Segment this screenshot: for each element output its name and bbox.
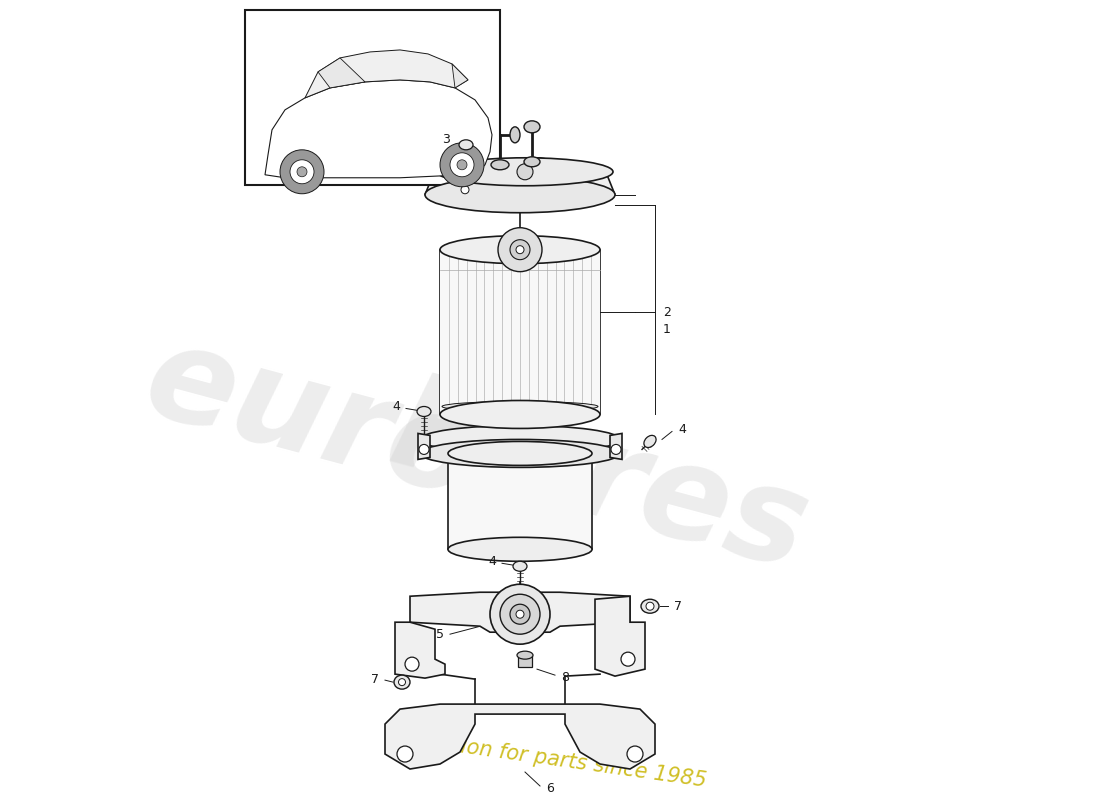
Ellipse shape (425, 177, 615, 213)
Ellipse shape (394, 675, 410, 689)
Circle shape (397, 746, 412, 762)
Polygon shape (318, 58, 365, 88)
Circle shape (456, 160, 468, 170)
Bar (440, 250, 600, 414)
Text: 1: 1 (663, 323, 671, 336)
Ellipse shape (448, 442, 592, 466)
Polygon shape (410, 592, 630, 632)
Ellipse shape (420, 426, 620, 454)
Polygon shape (595, 596, 645, 676)
Bar (448, 454, 592, 550)
Circle shape (450, 153, 474, 177)
Ellipse shape (440, 236, 600, 264)
Polygon shape (395, 622, 446, 678)
Ellipse shape (459, 140, 473, 150)
Ellipse shape (442, 402, 598, 411)
Circle shape (516, 246, 524, 254)
Ellipse shape (524, 157, 540, 166)
Circle shape (610, 445, 621, 454)
Circle shape (290, 160, 314, 184)
Ellipse shape (491, 160, 509, 170)
Ellipse shape (420, 439, 620, 467)
Text: 3: 3 (442, 134, 450, 146)
Text: 4: 4 (678, 423, 686, 436)
Circle shape (405, 657, 419, 671)
Text: euros: euros (132, 314, 569, 545)
Circle shape (440, 143, 484, 186)
Circle shape (398, 678, 406, 686)
Bar (518, 655, 532, 667)
Ellipse shape (641, 599, 659, 614)
Circle shape (297, 166, 307, 177)
Circle shape (627, 746, 644, 762)
Circle shape (280, 150, 324, 194)
Text: Rares: Rares (378, 363, 822, 595)
Circle shape (461, 186, 469, 194)
Ellipse shape (524, 121, 540, 133)
Polygon shape (610, 434, 621, 459)
Circle shape (490, 584, 550, 644)
Text: 4: 4 (488, 554, 496, 568)
Text: 4: 4 (392, 400, 400, 413)
Circle shape (500, 594, 540, 634)
Text: 6: 6 (546, 782, 554, 795)
Circle shape (510, 604, 530, 624)
Ellipse shape (448, 538, 592, 562)
Polygon shape (265, 80, 492, 178)
Ellipse shape (437, 158, 613, 186)
Circle shape (498, 228, 542, 272)
Polygon shape (418, 434, 430, 459)
Text: 8: 8 (561, 670, 569, 684)
Text: 7: 7 (371, 673, 380, 686)
Ellipse shape (510, 127, 520, 143)
Ellipse shape (513, 562, 527, 571)
Bar (245, 10, 500, 185)
Ellipse shape (517, 651, 534, 659)
Text: 7: 7 (674, 600, 682, 613)
Circle shape (516, 610, 524, 618)
Text: a passion for parts since 1985: a passion for parts since 1985 (393, 727, 707, 791)
Polygon shape (452, 64, 468, 88)
Circle shape (419, 445, 429, 454)
Circle shape (621, 652, 635, 666)
Circle shape (646, 602, 654, 610)
Polygon shape (425, 158, 615, 194)
Ellipse shape (417, 406, 431, 417)
Ellipse shape (644, 435, 656, 447)
Polygon shape (305, 50, 468, 98)
Text: 2: 2 (663, 306, 671, 318)
Ellipse shape (440, 401, 600, 429)
Text: 5: 5 (436, 628, 444, 641)
Circle shape (517, 164, 534, 180)
Circle shape (510, 240, 530, 260)
Polygon shape (385, 704, 654, 769)
